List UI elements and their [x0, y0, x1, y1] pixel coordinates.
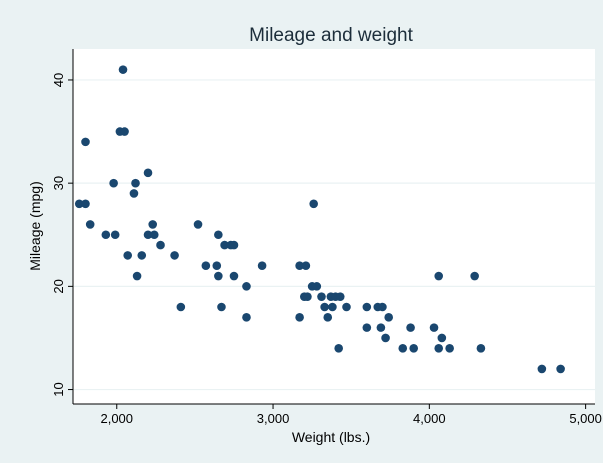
data-point-18: [149, 230, 159, 240]
data-point-43: [317, 292, 326, 301]
data-point-11: [129, 189, 139, 198]
data-point-56: [378, 302, 387, 312]
y-tick-label-1: 20: [51, 279, 66, 293]
data-point-70: [556, 364, 565, 374]
y-axis-title: Mileage (mpg): [27, 181, 43, 270]
data-point-21: [176, 302, 186, 312]
data-point-41: [309, 199, 318, 209]
data-point-64: [434, 343, 444, 353]
data-point-63: [434, 271, 444, 281]
x-axis-title: Weight (lbs.): [292, 429, 370, 445]
data-point-12: [131, 178, 140, 188]
data-point-28: [220, 240, 229, 250]
data-point-60: [406, 323, 415, 332]
data-point-32: [242, 282, 251, 291]
data-point-16: [143, 230, 153, 240]
data-point-31: [229, 271, 239, 281]
y-axis-ticks: 10 20 30 40: [51, 73, 73, 397]
data-point-34: [257, 261, 267, 271]
data-point-66: [445, 343, 454, 353]
data-point-68: [476, 343, 486, 353]
data-point-57: [381, 333, 390, 343]
data-point-36: [295, 313, 304, 322]
data-point-24: [212, 261, 222, 271]
data-point-1: [81, 199, 90, 209]
chart-title: Mileage and weight: [249, 25, 413, 46]
data-point-44: [320, 302, 329, 312]
data-point-61: [409, 343, 419, 353]
data-point-59: [398, 343, 408, 353]
data-point-30: [229, 240, 239, 250]
x-tick-label-3: 5,000: [569, 411, 602, 426]
data-point-62: [429, 323, 439, 332]
data-point-2: [81, 137, 90, 147]
data-point-26: [214, 271, 223, 281]
data-point-42: [312, 282, 322, 291]
data-point-0: [74, 199, 84, 209]
data-point-51: [342, 302, 351, 312]
data-point-35: [295, 261, 304, 271]
data-point-8: [118, 65, 128, 74]
data-point-47: [328, 302, 337, 312]
data-point-17: [148, 220, 158, 229]
data-point-3: [85, 220, 95, 229]
y-tick-label-3: 40: [51, 73, 66, 87]
data-point-39: [303, 292, 312, 301]
data-point-67: [470, 271, 479, 281]
x-axis-ticks: 2,000 3,000 4,000 5,000: [100, 404, 602, 426]
data-point-15: [143, 168, 153, 178]
data-point-38: [301, 261, 311, 271]
x-tick-label-2: 4,000: [413, 411, 446, 426]
data-point-23: [201, 261, 211, 271]
data-point-13: [132, 271, 142, 281]
data-point-45: [323, 313, 333, 322]
data-point-10: [123, 251, 133, 260]
data-point-4: [101, 230, 111, 240]
plot-area: [73, 49, 595, 404]
data-point-27: [217, 302, 226, 312]
data-point-50: [335, 292, 345, 301]
data-point-49: [334, 343, 343, 353]
gridlines: [73, 79, 595, 391]
data-points: [74, 65, 565, 374]
y-tick-label-2: 30: [51, 176, 66, 190]
data-point-14: [137, 251, 147, 260]
data-point-19: [156, 240, 165, 250]
data-point-6: [110, 230, 120, 240]
data-point-58: [384, 313, 394, 322]
x-tick-label-1: 3,000: [257, 411, 290, 426]
data-point-9: [120, 127, 129, 136]
data-point-5: [109, 178, 118, 188]
data-point-55: [376, 323, 386, 332]
data-point-65: [437, 333, 447, 343]
data-point-22: [193, 220, 203, 229]
data-point-25: [214, 230, 223, 240]
data-point-20: [170, 251, 179, 260]
data-point-53: [362, 323, 372, 332]
data-point-52: [362, 302, 372, 312]
data-point-33: [242, 313, 251, 322]
x-tick-label-0: 2,000: [100, 411, 133, 426]
data-point-69: [537, 364, 547, 374]
y-tick-label-0: 10: [51, 382, 66, 396]
